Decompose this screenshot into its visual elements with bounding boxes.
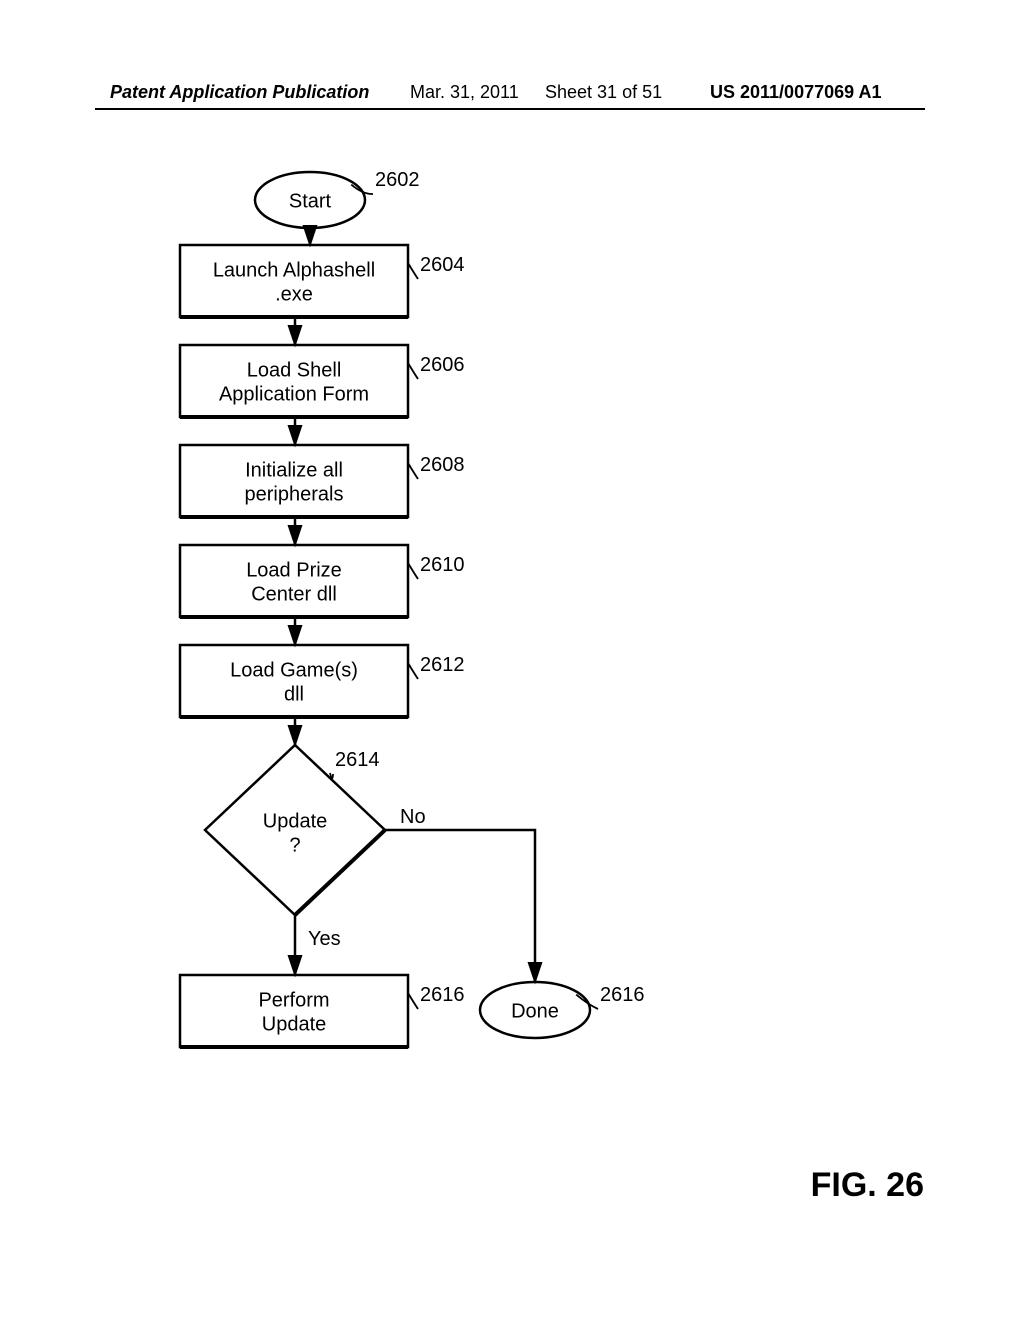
svg-text:?: ? <box>289 834 300 856</box>
svg-text:2612: 2612 <box>420 654 465 676</box>
svg-text:2614: 2614 <box>335 749 380 771</box>
svg-text:Load Shell: Load Shell <box>247 359 342 381</box>
header-date: Mar. 31, 2011 <box>410 82 519 103</box>
svg-text:peripherals: peripherals <box>245 483 344 505</box>
flowchart-container: Start 2602 Launch Alphashell.exe 2604 Load S… <box>0 145 1024 1245</box>
svg-text:Update: Update <box>263 810 328 832</box>
svg-text:Center dll: Center dll <box>251 583 337 605</box>
svg-text:2616: 2616 <box>600 984 645 1006</box>
svg-text:Start: Start <box>289 190 332 212</box>
svg-text:2610: 2610 <box>420 554 465 576</box>
header-pub-number: US 2011/0077069 A1 <box>710 82 881 103</box>
svg-text:Initialize all: Initialize all <box>245 459 343 481</box>
svg-text:Perform: Perform <box>258 989 329 1011</box>
svg-text:.exe: .exe <box>275 283 313 305</box>
svg-text:Load Prize: Load Prize <box>246 559 342 581</box>
svg-text:Load Game(s): Load Game(s) <box>230 659 358 681</box>
svg-text:Done: Done <box>511 1000 559 1022</box>
svg-text:2616: 2616 <box>420 984 465 1006</box>
header-sheet: Sheet 31 of 51 <box>545 82 662 103</box>
flowchart-svg: Start 2602 Launch Alphashell.exe 2604 Load S… <box>0 145 1024 1245</box>
svg-text:Application Form: Application Form <box>219 383 369 405</box>
svg-text:Yes: Yes <box>308 928 341 950</box>
svg-text:Update: Update <box>262 1013 327 1035</box>
svg-text:2604: 2604 <box>420 254 465 276</box>
header-title: Patent Application Publication <box>110 82 369 103</box>
figure-label: FIG. 26 <box>811 1166 924 1205</box>
header-rule <box>95 108 925 110</box>
svg-text:No: No <box>400 806 426 828</box>
svg-text:2608: 2608 <box>420 454 465 476</box>
svg-text:dll: dll <box>284 683 304 705</box>
svg-text:Launch Alphashell: Launch Alphashell <box>213 259 375 281</box>
svg-text:2606: 2606 <box>420 354 465 376</box>
svg-text:2602: 2602 <box>375 169 420 191</box>
